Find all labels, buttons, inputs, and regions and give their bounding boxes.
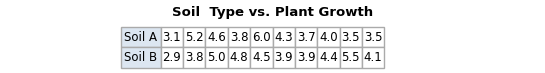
Text: Soil  Type vs. Plant Growth: Soil Type vs. Plant Growth: [172, 6, 373, 19]
